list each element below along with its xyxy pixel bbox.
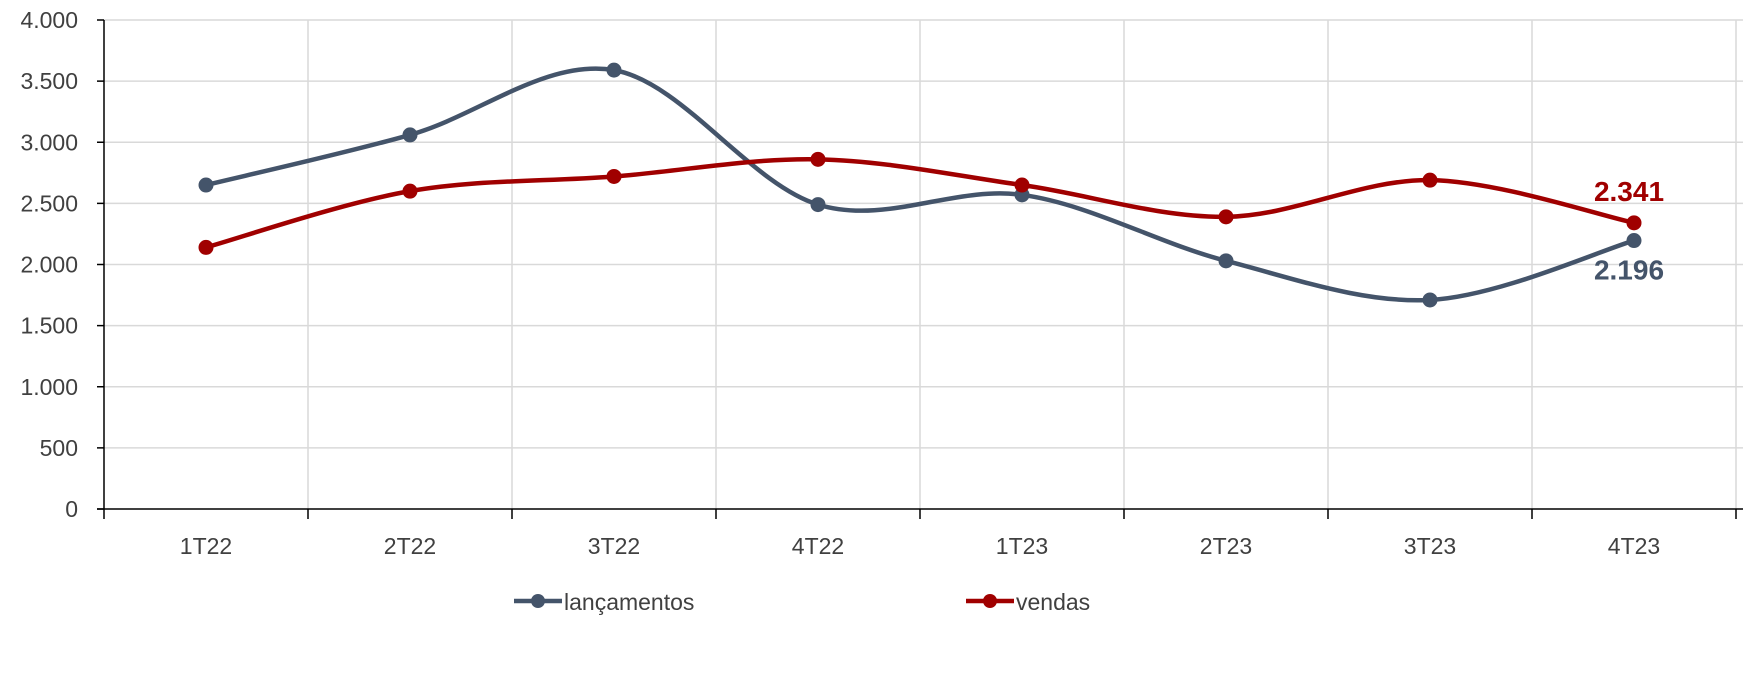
y-tick-label: 0 xyxy=(65,496,78,522)
data-point xyxy=(1218,209,1234,225)
end-value-label: 2.341 xyxy=(1594,176,1664,207)
axes: 0 500 1.000 1.500 2.000 2.500 3.000 3.500 4.000 1… xyxy=(20,7,1743,559)
data-point xyxy=(1422,172,1438,188)
data-point xyxy=(1626,233,1642,249)
data-point xyxy=(606,62,622,78)
y-tick-label: 3.000 xyxy=(20,129,78,155)
series xyxy=(198,62,1642,308)
data-point xyxy=(810,151,826,167)
x-tick-label: 1T22 xyxy=(180,533,232,559)
series-line xyxy=(203,157,1637,250)
data-point xyxy=(606,168,622,184)
x-tick-label: 4T23 xyxy=(1608,533,1660,559)
legend-marker xyxy=(983,594,997,608)
data-point xyxy=(1218,253,1234,269)
end-value-label: 2.196 xyxy=(1594,255,1664,286)
data-point xyxy=(198,177,214,193)
x-tick-label: 3T22 xyxy=(588,533,640,559)
data-point xyxy=(402,127,418,143)
series-vendas xyxy=(198,151,1642,255)
grid xyxy=(104,19,1743,509)
y-tick-label: 2.000 xyxy=(20,252,78,278)
data-point xyxy=(1422,292,1438,308)
data-point xyxy=(810,197,826,213)
legend-marker xyxy=(531,594,545,608)
legend-label: vendas xyxy=(1016,589,1090,615)
legend-label: lançamentos xyxy=(564,589,694,615)
x-tick-label: 2T22 xyxy=(384,533,436,559)
series-lancamentos xyxy=(198,62,1642,308)
series-line xyxy=(203,66,1637,303)
y-tick-label: 3.500 xyxy=(20,68,78,94)
legend-item: vendas xyxy=(966,589,1090,615)
x-tick-label: 1T23 xyxy=(996,533,1048,559)
y-tick-label: 500 xyxy=(40,435,78,461)
y-tick-label: 2.500 xyxy=(20,190,78,216)
data-labels: 2.196 2.341 xyxy=(1594,176,1664,286)
data-point xyxy=(198,239,214,255)
x-tick-label: 4T22 xyxy=(792,533,844,559)
data-point xyxy=(1014,177,1030,193)
data-point xyxy=(402,183,418,199)
y-tick-label: 4.000 xyxy=(20,7,78,33)
y-tick-label: 1.000 xyxy=(20,374,78,400)
legend-item: lançamentos xyxy=(514,589,694,615)
data-point xyxy=(1626,215,1642,231)
x-tick-label: 3T23 xyxy=(1404,533,1456,559)
x-tick-label: 2T23 xyxy=(1200,533,1252,559)
y-tick-label: 1.500 xyxy=(20,313,78,339)
legend: lançamentos vendas xyxy=(514,589,1090,615)
